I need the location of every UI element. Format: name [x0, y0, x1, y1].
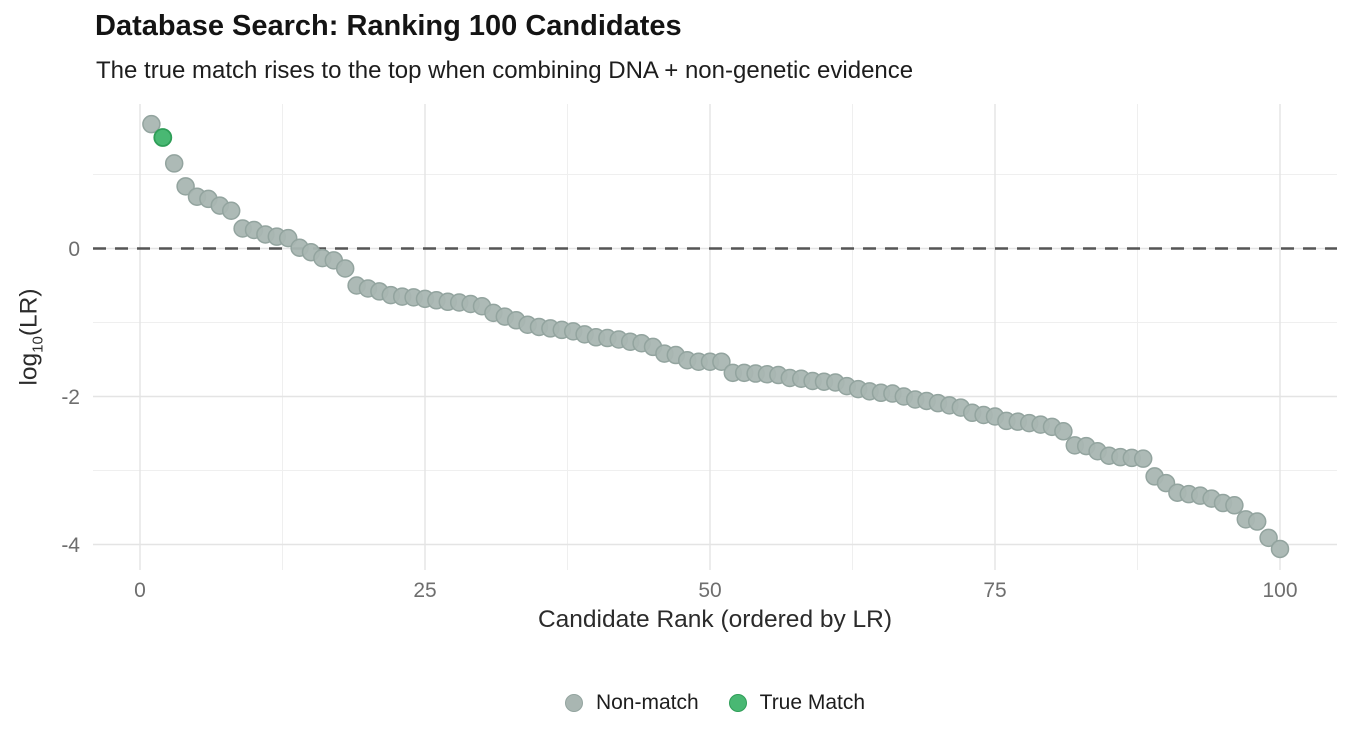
y-tick-label: 0 [68, 238, 80, 261]
y-tick-label: -4 [61, 534, 80, 557]
x-tick-label: 25 [413, 579, 436, 602]
y-axis-title-text: log [15, 352, 43, 386]
legend: Non-match True Match [93, 691, 1337, 715]
legend-label-true-match: True Match [759, 691, 866, 714]
x-axis-title: Candidate Rank (ordered by LR) [537, 606, 893, 633]
scatter-point-non-match [221, 201, 241, 221]
y-axis-title-subscript: 10 [29, 336, 47, 353]
scatter-point-non-match [1054, 422, 1073, 441]
scatter-point-non-match [164, 154, 184, 173]
scatter-point-non-match [1247, 512, 1267, 531]
y-axis-title: log10(LR) [16, 288, 47, 385]
y-tick-label: -2 [61, 386, 80, 409]
x-tick-label: 75 [983, 579, 1006, 602]
scatter-point-non-match [176, 177, 195, 196]
scatter-point-non-match [712, 352, 731, 371]
x-tick-label: 0 [134, 579, 146, 602]
y-axis-title-units: (LR) [15, 288, 43, 337]
chart-subtitle: The true match rises to the top when com… [96, 57, 914, 84]
scatter-point-non-match [1270, 539, 1290, 559]
legend-label-non-match: Non-match [595, 691, 699, 714]
scatter-point-non-match [142, 114, 161, 134]
scatter-point-true-match [153, 128, 173, 147]
x-tick-label: 100 [1262, 579, 1297, 602]
legend-item-true-match: True Match [728, 691, 866, 715]
scatter-point-non-match [1259, 528, 1278, 548]
scatter-point-non-match [1225, 496, 1244, 515]
x-tick-label: 50 [698, 579, 721, 602]
chart-title: Database Search: Ranking 100 Candidates [95, 10, 682, 42]
scatter-point-non-match [1133, 449, 1153, 468]
scatter-point-non-match [335, 259, 355, 278]
true-match-dot-icon [728, 694, 747, 712]
non-match-dot-icon [564, 694, 583, 712]
legend-item-non-match: Non-match [564, 691, 699, 715]
